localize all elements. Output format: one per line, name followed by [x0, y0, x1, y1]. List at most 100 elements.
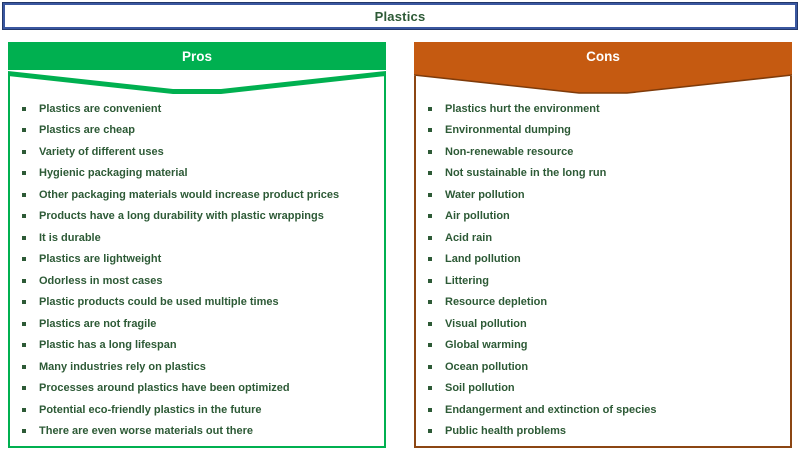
list-item-text: Not sustainable in the long run [445, 167, 607, 180]
list-item: It is durable [22, 227, 378, 249]
list-item: Resource depletion [428, 292, 784, 314]
square-bullet-icon [22, 128, 26, 133]
square-bullet-icon [428, 235, 432, 240]
square-bullet-icon [22, 321, 26, 326]
square-bullet-icon [22, 300, 26, 305]
list-item-text: Non-renewable resource [445, 145, 574, 158]
list-item: Plastic products could be used multiple … [22, 292, 378, 314]
list-item: Visual pollution [428, 313, 784, 335]
list-item: Plastics are convenient [22, 98, 378, 120]
list-item-text: Public health problems [445, 425, 567, 438]
square-bullet-icon [428, 278, 432, 283]
list-item: Plastics are not fragile [22, 313, 378, 335]
list-item: Products have a long durability with pla… [22, 206, 378, 228]
list-item: Plastic has a long lifespan [22, 335, 378, 357]
square-bullet-icon [428, 321, 432, 326]
square-bullet-icon [428, 386, 432, 391]
list-item: Soil pollution [428, 378, 784, 400]
list-item-text: Ocean pollution [445, 360, 529, 373]
list-item-text: Acid rain [445, 231, 493, 244]
list-item-text: Processes around plastics have been opti… [39, 382, 290, 395]
square-bullet-icon [428, 429, 432, 434]
list-item-text: Other packaging materials would increase… [39, 188, 340, 201]
square-bullet-icon [22, 106, 26, 111]
square-bullet-icon [22, 407, 26, 412]
pros-chevron-icon [8, 71, 386, 94]
square-bullet-icon [22, 257, 26, 262]
square-bullet-icon [428, 257, 432, 262]
pros-banner: Pros [8, 42, 386, 70]
list-item-text: Hygienic packaging material [39, 167, 188, 180]
cons-chevron-icon [414, 69, 792, 94]
list-item: Plastics are lightweight [22, 249, 378, 271]
list-item-text: Plastics are not fragile [39, 317, 157, 330]
list-item-text: Visual pollution [445, 317, 527, 330]
cons-banner-label: Cons [586, 48, 620, 64]
list-item-text: Soil pollution [445, 382, 515, 395]
list-item-text: Potential eco-friendly plastics in the f… [39, 403, 262, 416]
cons-banner: Cons [414, 42, 792, 70]
square-bullet-icon [22, 364, 26, 369]
square-bullet-icon [428, 149, 432, 154]
list-item: Variety of different uses [22, 141, 378, 163]
square-bullet-icon [428, 171, 432, 176]
pros-column: Pros Plastics are convenient Plastics ar… [8, 42, 386, 448]
list-item-text: Land pollution [445, 253, 521, 266]
pros-list: Plastics are convenient Plastics are che… [22, 98, 378, 442]
list-item-text: Plastics are convenient [39, 102, 162, 115]
list-item: Processes around plastics have been opti… [22, 378, 378, 400]
list-item: Endangerment and extinction of species [428, 399, 784, 421]
list-item-text: Global warming [445, 339, 528, 352]
list-item: Environmental dumping [428, 120, 784, 142]
square-bullet-icon [22, 192, 26, 197]
list-item-text: Odorless in most cases [39, 274, 163, 287]
list-item: Air pollution [428, 206, 784, 228]
list-item: Hygienic packaging material [22, 163, 378, 185]
list-item-text: Many industries rely on plastics [39, 360, 206, 373]
square-bullet-icon [428, 106, 432, 111]
list-item: Other packaging materials would increase… [22, 184, 378, 206]
square-bullet-icon [22, 171, 26, 176]
square-bullet-icon [22, 149, 26, 154]
list-item: Acid rain [428, 227, 784, 249]
list-item-text: Plastics are cheap [39, 124, 136, 137]
list-item: Ocean pollution [428, 356, 784, 378]
list-item-text: There are even worse materials out there [39, 425, 253, 438]
square-bullet-icon [22, 214, 26, 219]
square-bullet-icon [22, 429, 26, 434]
list-item-text: Plastics hurt the environment [445, 102, 600, 115]
list-item-text: Littering [445, 274, 489, 287]
list-item: Potential eco-friendly plastics in the f… [22, 399, 378, 421]
list-item-text: Plastics are lightweight [39, 253, 162, 266]
square-bullet-icon [428, 128, 432, 133]
list-item: There are even worse materials out there [22, 421, 378, 443]
list-item-text: Variety of different uses [39, 145, 164, 158]
square-bullet-icon [428, 300, 432, 305]
square-bullet-icon [428, 343, 432, 348]
list-item: Land pollution [428, 249, 784, 271]
list-item: Plastics hurt the environment [428, 98, 784, 120]
list-item: Global warming [428, 335, 784, 357]
page-title: Plastics [374, 8, 426, 24]
square-bullet-icon [428, 407, 432, 412]
list-item-text: Plastic products could be used multiple … [39, 296, 279, 309]
list-item: Non-renewable resource [428, 141, 784, 163]
list-item: Plastics are cheap [22, 120, 378, 142]
list-item-text: Resource depletion [445, 296, 548, 309]
list-item: Odorless in most cases [22, 270, 378, 292]
cons-list: Plastics hurt the environment Environmen… [428, 98, 784, 442]
list-item-text: Endangerment and extinction of species [445, 403, 657, 416]
cons-list-box: Plastics hurt the environment Environmen… [414, 76, 792, 448]
list-item: Water pollution [428, 184, 784, 206]
list-item-text: It is durable [39, 231, 101, 244]
square-bullet-icon [22, 235, 26, 240]
pros-banner-label: Pros [181, 48, 212, 64]
cons-column: Cons Plastics hurt the environment Envir… [414, 42, 792, 448]
list-item: Littering [428, 270, 784, 292]
list-item-text: Environmental dumping [445, 124, 571, 137]
list-item: Many industries rely on plastics [22, 356, 378, 378]
slide-title-bar: Plastics [3, 3, 797, 29]
square-bullet-icon [428, 214, 432, 219]
list-item-text: Plastic has a long lifespan [39, 339, 177, 352]
list-item: Public health problems [428, 421, 784, 443]
